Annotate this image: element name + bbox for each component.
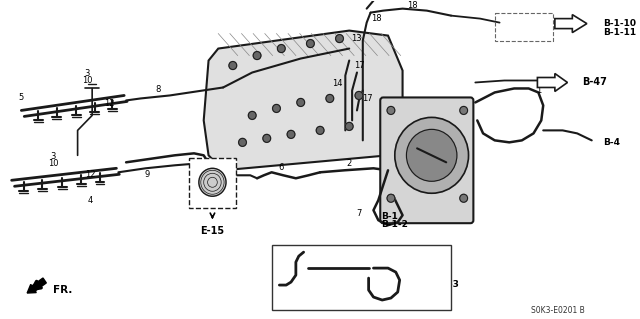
- Text: 9: 9: [145, 170, 150, 179]
- Text: B-1-10: B-1-10: [604, 19, 636, 28]
- Circle shape: [287, 130, 295, 138]
- Text: 18: 18: [371, 14, 381, 23]
- Circle shape: [248, 111, 256, 119]
- Text: 16: 16: [402, 274, 413, 283]
- Text: B-47: B-47: [582, 78, 607, 87]
- Text: 14: 14: [332, 79, 343, 88]
- Circle shape: [460, 107, 468, 115]
- Circle shape: [273, 104, 280, 112]
- Text: 11: 11: [207, 196, 218, 205]
- Text: 3: 3: [51, 152, 56, 161]
- Circle shape: [406, 130, 457, 181]
- Text: B-1-2: B-1-2: [381, 220, 408, 229]
- Text: B-1: B-1: [381, 212, 398, 221]
- Circle shape: [346, 122, 353, 130]
- Polygon shape: [538, 73, 568, 92]
- Circle shape: [229, 62, 237, 70]
- Text: B-1-3: B-1-3: [431, 279, 458, 289]
- Text: 17: 17: [362, 94, 373, 103]
- Circle shape: [277, 45, 285, 53]
- FancyArrow shape: [27, 278, 46, 293]
- Text: 13: 13: [351, 34, 362, 43]
- Text: 8: 8: [156, 85, 161, 94]
- Circle shape: [335, 34, 344, 42]
- Text: 2: 2: [335, 256, 340, 265]
- Circle shape: [326, 94, 333, 102]
- Circle shape: [387, 194, 395, 202]
- Circle shape: [307, 40, 314, 48]
- Text: 10: 10: [48, 159, 59, 168]
- Text: 12: 12: [104, 99, 115, 108]
- Circle shape: [460, 194, 468, 202]
- Circle shape: [297, 99, 305, 107]
- Text: 5: 5: [19, 93, 24, 102]
- Circle shape: [355, 92, 363, 100]
- FancyBboxPatch shape: [380, 97, 474, 223]
- Circle shape: [253, 52, 261, 60]
- Text: 3: 3: [84, 69, 90, 78]
- Text: 6: 6: [278, 163, 284, 172]
- Circle shape: [316, 126, 324, 134]
- Text: E-15: E-15: [200, 226, 225, 236]
- Text: 1: 1: [536, 86, 541, 95]
- Text: 7: 7: [356, 209, 362, 218]
- Text: 2: 2: [347, 159, 352, 168]
- Bar: [271, 245, 451, 310]
- Text: 4: 4: [88, 196, 93, 205]
- Bar: [189, 158, 236, 208]
- Text: 17: 17: [355, 61, 365, 70]
- Polygon shape: [204, 31, 403, 170]
- Bar: [495, 13, 553, 41]
- Text: 15: 15: [286, 287, 296, 297]
- Text: 10: 10: [82, 76, 93, 85]
- Circle shape: [263, 134, 271, 142]
- Text: 18: 18: [407, 1, 417, 10]
- Text: B-1-11: B-1-11: [604, 28, 637, 37]
- Circle shape: [387, 107, 395, 115]
- Text: 12: 12: [85, 170, 95, 179]
- Polygon shape: [555, 15, 587, 33]
- Text: S0K3-E0201 B: S0K3-E0201 B: [531, 306, 585, 315]
- Text: B-4: B-4: [604, 138, 620, 147]
- Circle shape: [395, 117, 468, 193]
- Text: FR.: FR.: [53, 285, 73, 295]
- Circle shape: [199, 168, 226, 196]
- Circle shape: [239, 138, 246, 146]
